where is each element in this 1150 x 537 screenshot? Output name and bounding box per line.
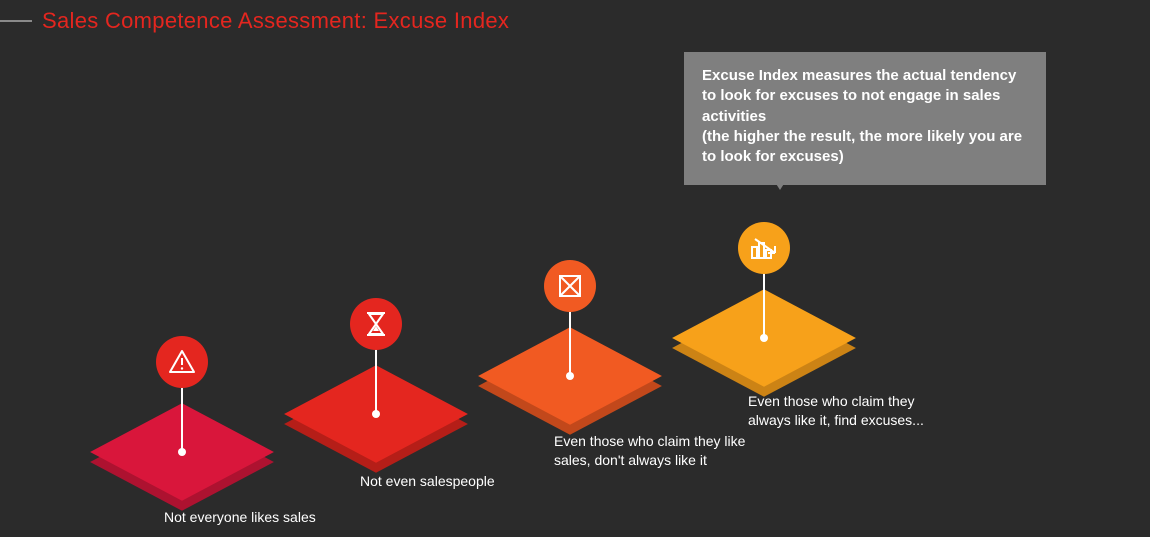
step-icon-circle (350, 298, 402, 350)
step-label: Not everyone likes sales (164, 508, 316, 527)
square-x-icon (555, 271, 585, 301)
pin-line (569, 310, 571, 376)
step-icon-circle (544, 260, 596, 312)
hourglass-icon (362, 309, 390, 339)
chart-down-icon (748, 233, 780, 263)
step-icon-circle (738, 222, 790, 274)
pin-line (763, 272, 765, 338)
warning-icon (167, 347, 197, 377)
step-label: Even those who claim they always like it… (748, 392, 958, 430)
pin-line (181, 386, 183, 452)
title-dash (0, 20, 32, 22)
callout-text: Excuse Index measures the actual tendenc… (702, 67, 1022, 165)
step-icon-circle (156, 336, 208, 388)
callout-box: Excuse Index measures the actual tendenc… (684, 52, 1046, 185)
callout-tail (766, 168, 794, 190)
step-label: Not even salespeople (360, 472, 495, 491)
page-title: Sales Competence Assessment: Excuse Inde… (42, 8, 509, 34)
step-label: Even those who claim they like sales, do… (554, 432, 764, 470)
title-bar: Sales Competence Assessment: Excuse Inde… (0, 8, 509, 34)
pin-line (375, 348, 377, 414)
